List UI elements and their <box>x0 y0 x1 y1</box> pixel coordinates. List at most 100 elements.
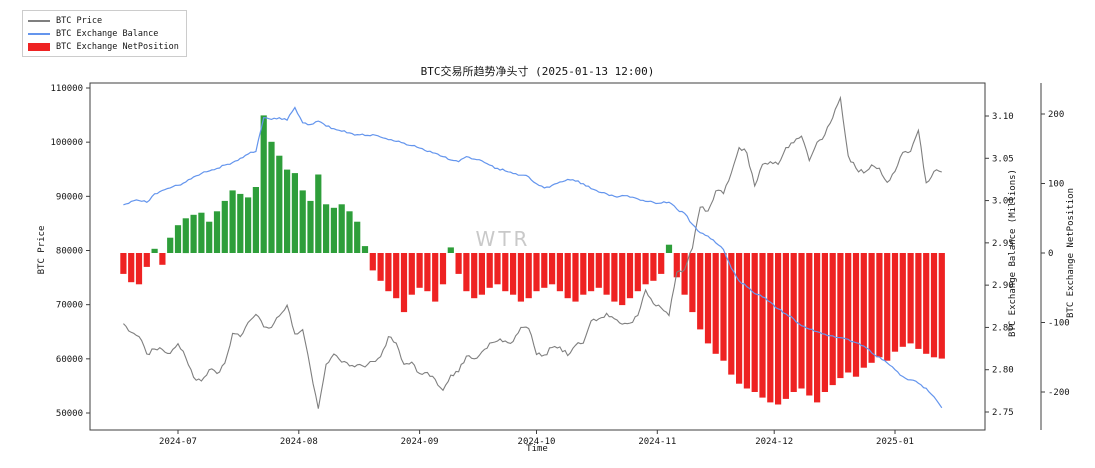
netposition-tick-label: 0 <box>1048 249 1053 259</box>
plot-border <box>89 82 986 431</box>
price-tick-label: 90000 <box>56 192 83 202</box>
netposition-bar <box>720 253 727 361</box>
netposition-bar <box>354 221 361 253</box>
netposition-bar <box>798 253 805 389</box>
netposition-bar <box>728 253 735 375</box>
balance-tick-label: 3.10 <box>992 112 1014 122</box>
netposition-bar <box>891 253 899 352</box>
netposition-bar <box>595 253 602 288</box>
netposition-bar <box>260 115 267 254</box>
legend-item-netposition: BTC Exchange NetPosition <box>28 41 179 52</box>
netposition-bar <box>549 253 556 285</box>
price-tick-label: 70000 <box>56 301 83 311</box>
netposition-bar <box>930 253 938 358</box>
netposition-bar <box>876 253 883 358</box>
netposition-bar <box>907 253 914 344</box>
netposition-bar <box>190 214 197 253</box>
netposition-bar <box>704 253 712 344</box>
netposition-bar <box>432 253 439 302</box>
legend-item-balance: BTC Exchange Balance <box>28 28 179 39</box>
netposition-patch-swatch <box>28 42 50 51</box>
netposition-bar <box>167 237 174 253</box>
netposition-bar <box>525 253 532 299</box>
netposition-bar <box>736 253 743 384</box>
netposition-bar <box>213 211 221 253</box>
netposition-bar <box>743 253 750 389</box>
netposition-bar <box>806 253 813 396</box>
netposition-bar <box>182 218 189 254</box>
netposition-bar <box>767 253 774 403</box>
balance-tick-label: 3.00 <box>992 197 1014 207</box>
price-line-swatch <box>28 19 50 22</box>
netposition-bar <box>517 253 524 302</box>
legend-label-balance: BTC Exchange Balance <box>56 28 159 39</box>
balance-tick-label: 2.95 <box>992 239 1014 249</box>
netposition-bar <box>128 253 135 283</box>
netposition-bar <box>650 253 657 281</box>
balance-tick-label: 2.90 <box>992 281 1014 291</box>
netposition-axis-label: BTC Exchange NetPosition <box>1066 187 1076 319</box>
netposition-bar <box>899 253 906 347</box>
netposition-bar <box>556 253 563 292</box>
netposition-bar <box>361 246 369 253</box>
netposition-bar <box>151 248 158 253</box>
netposition-bar <box>790 253 797 392</box>
balance-tick-label: 2.80 <box>992 366 1014 376</box>
netposition-bar <box>315 174 322 253</box>
netposition-bar <box>135 253 143 285</box>
legend-item-price: BTC Price <box>28 15 179 26</box>
netposition-bar <box>884 253 891 361</box>
netposition-tick-label: -200 <box>1048 388 1070 398</box>
netposition-bar <box>455 253 462 274</box>
netposition-bar <box>821 253 828 392</box>
netposition-bar <box>424 253 431 292</box>
x-tick-label: 2024-08 <box>280 437 318 447</box>
netposition-bar <box>775 253 782 405</box>
x-tick-label: 2024-07 <box>159 437 197 447</box>
netposition-tick-label: 100 <box>1048 180 1064 190</box>
netposition-bar <box>237 193 244 253</box>
netposition-bar <box>673 253 680 278</box>
netposition-bar <box>252 187 259 253</box>
netposition-bar <box>751 253 758 392</box>
netposition-bar <box>221 200 228 253</box>
netposition-bar <box>626 253 634 299</box>
watermark: WTR <box>475 227 531 251</box>
netposition-bar <box>323 204 330 253</box>
netposition-bar <box>852 253 860 377</box>
netposition-bar <box>174 225 182 253</box>
netposition-bar <box>697 253 704 330</box>
netposition-bar <box>206 221 213 253</box>
netposition-bar <box>268 141 275 253</box>
netposition-bar <box>299 190 306 253</box>
legend-label-price: BTC Price <box>56 15 103 26</box>
netposition-bar <box>782 253 789 399</box>
netposition-bar <box>634 253 641 292</box>
x-tick-label: 2024-12 <box>755 437 793 447</box>
price-tick-label: 110000 <box>50 84 83 94</box>
balance-line-swatch <box>28 32 50 35</box>
x-tick-label: 2024-11 <box>638 437 676 447</box>
netposition-bar <box>923 253 930 354</box>
netposition-bar <box>471 253 478 299</box>
netposition-bar <box>845 253 852 373</box>
balance-tick-label: 2.85 <box>992 323 1014 333</box>
balance-axis-label: BTC Exchange Balance (Millions) <box>1008 169 1018 337</box>
netposition-bar <box>463 253 470 292</box>
netposition-bar <box>346 211 353 253</box>
netposition-bar <box>276 155 283 253</box>
netposition-bar <box>486 253 493 288</box>
price-line <box>123 95 942 409</box>
netposition-bar <box>642 253 649 285</box>
netposition-bar <box>588 253 595 292</box>
netposition-bar <box>611 253 618 302</box>
netposition-bar <box>198 212 205 253</box>
price-tick-label: 80000 <box>56 247 83 257</box>
netposition-tick-label: 200 <box>1048 110 1064 120</box>
legend-label-netposition: BTC Exchange NetPosition <box>56 41 179 52</box>
netposition-bar <box>494 253 501 285</box>
netposition-bar <box>330 207 337 253</box>
x-tick-label: 2025-01 <box>876 437 914 447</box>
